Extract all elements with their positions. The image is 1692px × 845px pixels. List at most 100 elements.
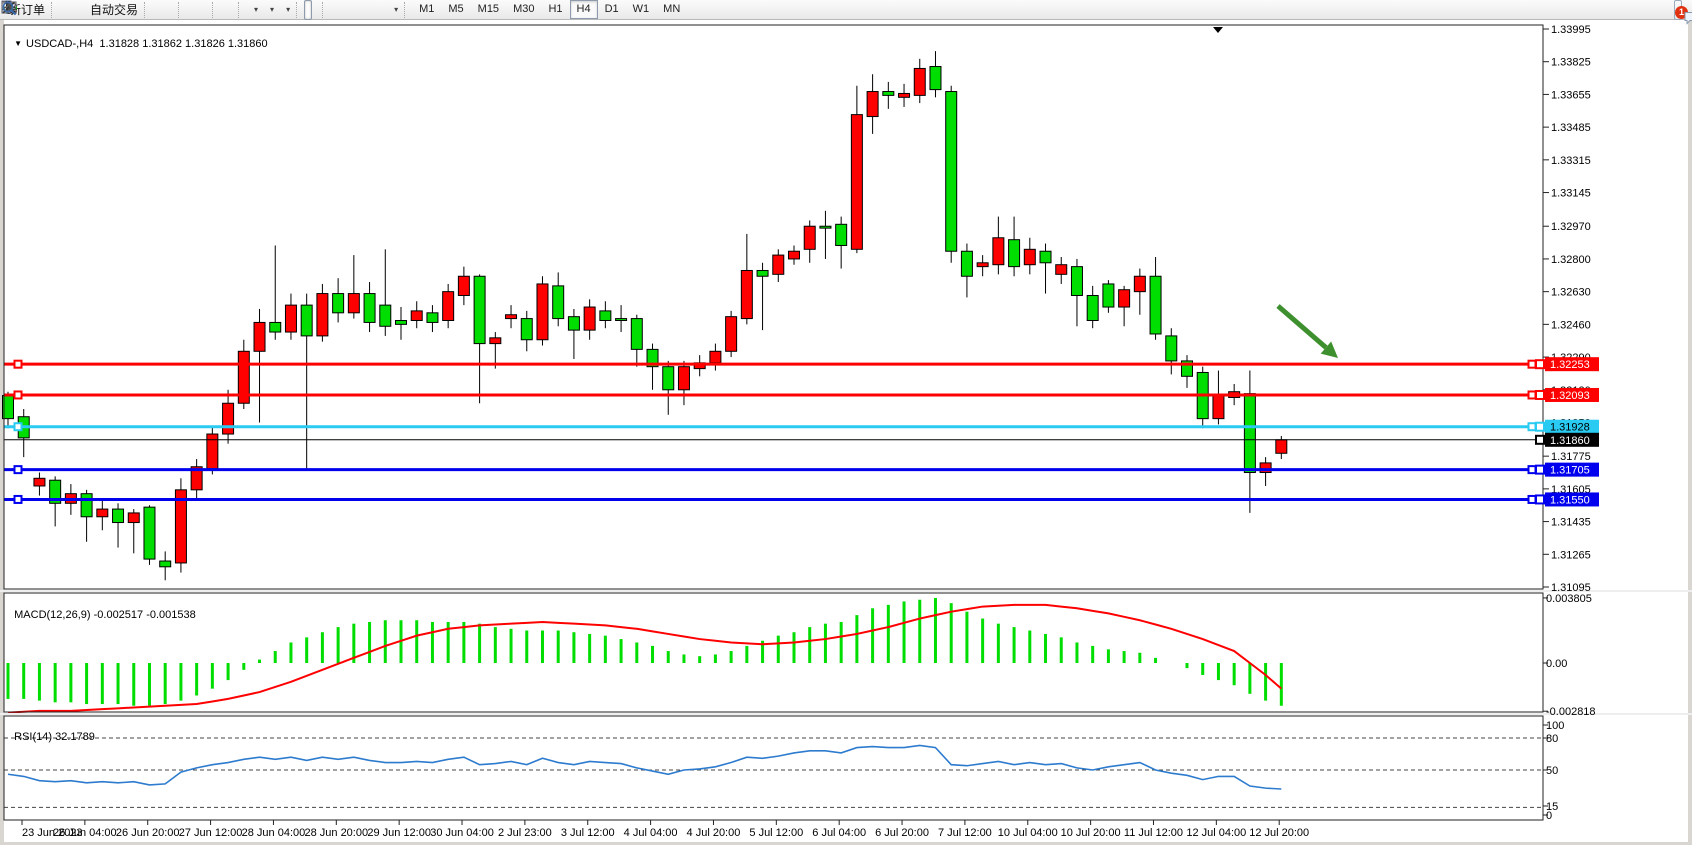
line-handle[interactable]	[1527, 359, 1537, 369]
svg-text:4 Jul 04:00: 4 Jul 04:00	[624, 827, 678, 839]
svg-text:1.31550: 1.31550	[1550, 494, 1590, 506]
timeframe-mn[interactable]: MN	[663, 3, 681, 15]
line-handle[interactable]	[13, 494, 23, 504]
cursor-tool[interactable]	[6, 0, 313, 20]
line-anchor[interactable]	[1535, 434, 1545, 445]
svg-text:1.33825: 1.33825	[1551, 57, 1591, 69]
svg-text:11 Jul 12:00: 11 Jul 12:00	[1124, 827, 1183, 839]
chart-title: ▼ USDCAD-,H4 1.31828 1.31862 1.31826 1.31…	[8, 26, 268, 50]
rsi-name: RSI(14)	[14, 731, 53, 743]
svg-text:1.31095: 1.31095	[1551, 582, 1591, 594]
price-badge-1.31928	[1545, 419, 1599, 434]
panel-splitter[interactable]	[0, 590, 1692, 592]
period-button[interactable]: ▾	[2, 0, 278, 20]
toolbar-separator	[296, 1, 302, 18]
tile-windows-icon[interactable]	[1, 0, 210, 20]
macd-name: MACD(12,26,9)	[14, 609, 91, 621]
svg-text:28 Jun 20:00: 28 Jun 20:00	[304, 827, 368, 839]
svg-text:1.32460: 1.32460	[1551, 319, 1591, 331]
line-anchor[interactable]	[1535, 464, 1545, 475]
svg-text:1.33655: 1.33655	[1551, 89, 1591, 101]
tile-horizontal-icon[interactable]	[1, 0, 236, 20]
svg-text:5 Jul 12:00: 5 Jul 12:00	[749, 827, 803, 839]
chart-shift-marker[interactable]	[1213, 27, 1223, 33]
dropdown-caret-icon: ▾	[394, 5, 399, 14]
svg-text:F: F	[13, 9, 17, 15]
price-badge-1.31705	[1545, 462, 1599, 477]
svg-text:6 Jul 04:00: 6 Jul 04:00	[812, 827, 866, 839]
candlestick-chart-icon[interactable]	[1, 0, 168, 20]
market-watch-icon[interactable]	[2, 0, 75, 20]
timeframe-w1[interactable]: W1	[632, 3, 650, 15]
vertical-line-tool[interactable]	[8, 0, 338, 20]
line-anchor[interactable]	[1535, 421, 1545, 432]
panel-splitter[interactable]	[0, 713, 1692, 715]
line-handle[interactable]	[13, 465, 23, 475]
svg-text:1.32970: 1.32970	[1551, 221, 1591, 233]
svg-text:1.31435: 1.31435	[1551, 517, 1591, 529]
horizontal-line-tool[interactable]	[2, 0, 346, 20]
toolbar-separator	[51, 1, 57, 18]
svg-text:1.32093: 1.32093	[1550, 390, 1590, 402]
svg-text:2 Jul 23:00: 2 Jul 23:00	[498, 827, 552, 839]
text-tool[interactable]: A	[5, 0, 378, 20]
line-handle[interactable]	[1527, 390, 1537, 400]
equidistant-channel-tool[interactable]: E	[1, 0, 362, 20]
svg-text:-0.002818: -0.002818	[1546, 706, 1596, 718]
zoom-in-icon[interactable]	[2, 0, 194, 20]
timeframe-m1[interactable]: M1	[419, 3, 435, 15]
dropdown-caret-icon: ▾	[270, 5, 275, 14]
line-handle[interactable]	[1527, 422, 1537, 432]
text-label-tool[interactable]: T	[2, 0, 386, 20]
trendline-tool[interactable]	[2, 0, 354, 20]
fibonacci-tool[interactable]: F	[2, 0, 370, 20]
svg-text:28 Jun 04:00: 28 Jun 04:00	[242, 827, 306, 839]
rsi-panel-border	[3, 715, 1544, 821]
price-badge-1.31550	[1545, 492, 1599, 507]
svg-text:1.31705: 1.31705	[1550, 465, 1590, 477]
zoom-out-icon[interactable]	[2, 0, 202, 20]
timeframe-m30[interactable]: M30	[513, 3, 535, 15]
timeframe-h1[interactable]: H1	[548, 3, 563, 15]
indicators-button[interactable]: ▾	[1, 0, 294, 20]
svg-text:1.33145: 1.33145	[1551, 188, 1591, 200]
arrows-tool[interactable]: ▾	[4, 0, 402, 20]
line-handle[interactable]	[13, 390, 23, 400]
crosshair-tool[interactable]	[2, 0, 320, 20]
line-chart-icon[interactable]	[1, 0, 176, 20]
auto-trading-button[interactable]: 自动交易	[1, 0, 142, 20]
price-badge-1.31860	[1545, 432, 1599, 447]
timeframe-m15[interactable]: M15	[477, 3, 500, 15]
svg-text:12 Jul 04:00: 12 Jul 04:00	[1186, 827, 1246, 839]
line-handle[interactable]	[13, 359, 23, 369]
line-handle[interactable]	[13, 422, 23, 432]
line-handle[interactable]	[1527, 494, 1537, 504]
timeframe-d1[interactable]: D1	[604, 3, 619, 15]
profiles-icon[interactable]	[2, 0, 67, 20]
strategy-signal-icon[interactable]	[6, 0, 83, 20]
line-handle[interactable]	[1527, 465, 1537, 475]
svg-text:12 Jul 20:00: 12 Jul 20:00	[1249, 827, 1309, 839]
bar-chart-icon[interactable]	[1, 0, 160, 20]
trend-arrow-head[interactable]	[1320, 341, 1338, 358]
collapse-triangle-icon[interactable]: ▼	[14, 39, 23, 48]
new-chart-button[interactable]: ▾	[1, 0, 262, 20]
trend-arrow-line[interactable]	[1276, 304, 1328, 350]
main-panel-border	[3, 24, 1544, 590]
svg-text:29 Jun 12:00: 29 Jun 12:00	[367, 827, 431, 839]
timeframe-m5[interactable]: M5	[448, 3, 464, 15]
timeframe-h4[interactable]: H4	[569, 0, 598, 19]
line-anchor[interactable]	[1535, 389, 1545, 400]
rsi-label: RSI(14) 32.1789	[8, 719, 95, 743]
svg-text:15: 15	[1546, 801, 1558, 813]
cascade-windows-icon[interactable]	[1, 0, 228, 20]
price-badge-1.32093	[1545, 387, 1599, 402]
svg-text:1.32253: 1.32253	[1550, 359, 1590, 371]
line-anchor[interactable]	[1535, 494, 1545, 505]
svg-text:1.31775: 1.31775	[1551, 451, 1591, 463]
svg-text:7 Jul 12:00: 7 Jul 12:00	[938, 827, 992, 839]
line-anchor[interactable]	[1535, 359, 1545, 370]
